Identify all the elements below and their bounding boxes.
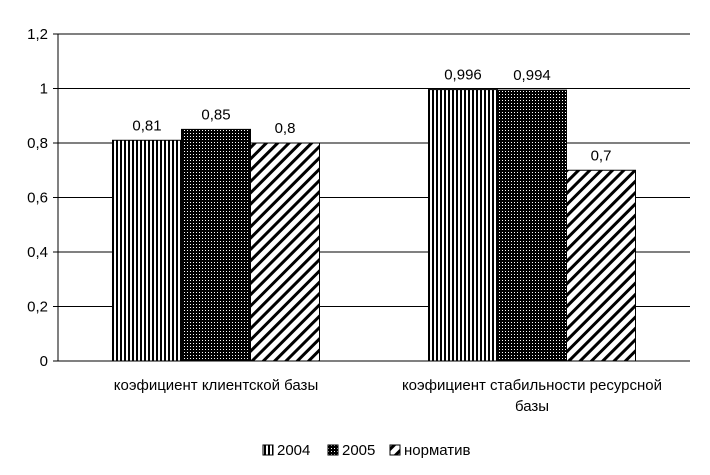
x-category-label: базы <box>515 398 549 415</box>
legend-swatch-норматив <box>389 444 401 456</box>
data-label: 0,8 <box>275 120 296 137</box>
bar-норматив-1 <box>566 169 636 362</box>
legend-label: 2004 <box>277 442 310 459</box>
legend-swatch-2004 <box>262 444 274 456</box>
y-tick-label: 0,8 <box>27 135 48 152</box>
y-tick-label: 1 <box>40 81 48 98</box>
bar-2004-0 <box>112 139 182 362</box>
legend-label: 2005 <box>342 442 375 459</box>
y-tick-label: 0 <box>40 353 48 370</box>
x-category-label: коэфициент стабильности ресурсной <box>402 377 662 394</box>
data-label: 0,994 <box>513 67 551 84</box>
bar-норматив-0 <box>250 142 320 362</box>
bar-2004-1 <box>428 89 498 362</box>
y-tick-label: 0,2 <box>27 299 48 316</box>
y-tick-label: 1,2 <box>27 26 48 43</box>
legend-swatch-2005 <box>327 444 339 456</box>
legend-label: норматив <box>404 442 471 459</box>
data-label: 0,81 <box>132 117 161 134</box>
x-category-label: коэфициент клиентской базы <box>114 377 318 394</box>
data-label: 0,85 <box>201 106 230 123</box>
bar-2005-0 <box>181 128 251 362</box>
data-label: 0,7 <box>591 147 612 164</box>
y-tick-label: 0,6 <box>27 190 48 207</box>
bar-2005-1 <box>497 89 567 362</box>
data-label: 0,996 <box>444 67 482 84</box>
y-tick-label: 0,4 <box>27 244 48 261</box>
